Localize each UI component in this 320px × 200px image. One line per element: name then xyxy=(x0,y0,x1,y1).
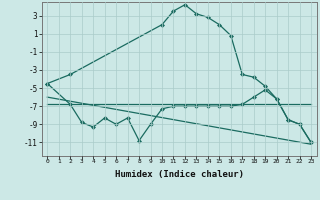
X-axis label: Humidex (Indice chaleur): Humidex (Indice chaleur) xyxy=(115,170,244,179)
